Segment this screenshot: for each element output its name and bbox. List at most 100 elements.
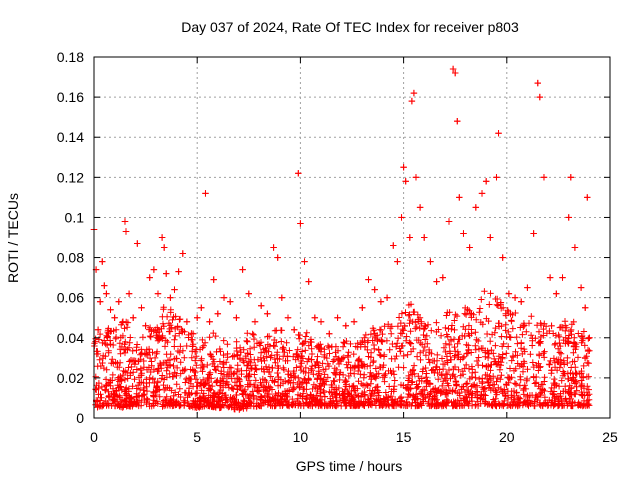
data-point xyxy=(251,318,259,325)
data-point xyxy=(402,178,409,185)
data-point xyxy=(130,314,137,321)
data-point xyxy=(134,240,141,247)
y-tick-label: 0.12 xyxy=(57,169,84,185)
data-point xyxy=(274,254,281,261)
data-point xyxy=(478,190,486,197)
x-tick-label: 20 xyxy=(499,429,515,445)
data-point xyxy=(305,278,312,285)
data-point xyxy=(295,170,302,177)
data-point xyxy=(460,230,467,237)
data-point xyxy=(559,274,566,281)
y-tick-label: 0.1 xyxy=(65,209,85,225)
x-tick-label: 0 xyxy=(90,429,98,445)
data-point xyxy=(377,298,385,305)
data-point xyxy=(416,204,424,211)
data-point xyxy=(553,290,560,297)
data-point xyxy=(163,270,170,277)
data-point xyxy=(571,244,579,251)
data-point xyxy=(154,290,162,297)
data-point xyxy=(493,174,500,181)
data-point xyxy=(371,286,378,293)
data-point xyxy=(412,174,420,181)
data-point xyxy=(103,290,110,297)
x-tick-label: 5 xyxy=(193,429,201,445)
data-point xyxy=(198,304,205,311)
data-point xyxy=(179,250,186,257)
data-point xyxy=(534,79,541,87)
data-point xyxy=(138,304,145,311)
data-point xyxy=(239,266,246,273)
data-point xyxy=(342,322,350,329)
data-point xyxy=(577,284,585,291)
data-point xyxy=(433,278,440,285)
data-point xyxy=(311,314,319,321)
y-tick-label: 0.16 xyxy=(57,89,84,105)
data-point xyxy=(96,298,104,305)
data-point xyxy=(524,284,531,291)
x-tick-label: 15 xyxy=(396,429,412,445)
data-point xyxy=(582,304,589,311)
data-point xyxy=(291,326,298,333)
data-point xyxy=(270,244,277,251)
data-point xyxy=(410,89,418,97)
data-point xyxy=(202,190,209,197)
plot-area-frame xyxy=(93,56,611,419)
data-point xyxy=(505,290,513,297)
data-point xyxy=(210,276,217,283)
data-point xyxy=(487,234,494,241)
data-point xyxy=(406,234,413,241)
data-point xyxy=(326,330,333,337)
y-tick-label: 0.04 xyxy=(57,330,84,346)
data-point xyxy=(158,234,166,241)
data-point xyxy=(439,274,447,281)
x-tick-label: 25 xyxy=(602,429,618,445)
data-point xyxy=(445,218,453,225)
y-tick-label: 0.08 xyxy=(57,250,84,266)
data-point xyxy=(359,304,366,311)
data-point xyxy=(146,274,153,281)
data-point xyxy=(125,290,133,297)
data-point xyxy=(567,174,574,181)
data-point xyxy=(183,318,191,325)
y-tick-label: 0.14 xyxy=(57,129,84,145)
data-point xyxy=(94,326,102,333)
x-axis-label: GPS time / hours xyxy=(296,458,403,474)
data-point xyxy=(427,258,434,265)
data-point xyxy=(278,294,286,301)
data-point xyxy=(350,318,358,325)
data-point xyxy=(334,314,341,321)
data-point xyxy=(111,314,118,321)
data-point xyxy=(449,65,457,73)
data-point xyxy=(400,164,407,171)
data-point xyxy=(398,214,405,221)
y-tick-label: 0.02 xyxy=(57,370,84,386)
chart-title: Day 037 of 2024, Rate Of TEC Index for r… xyxy=(181,19,519,35)
data-point xyxy=(536,93,544,101)
data-point xyxy=(390,242,397,249)
data-point xyxy=(421,234,428,241)
data-point xyxy=(365,276,372,283)
data-point xyxy=(584,194,591,201)
x-tick-label: 10 xyxy=(293,429,309,445)
data-point xyxy=(284,314,292,321)
data-point xyxy=(546,274,554,281)
data-point xyxy=(160,244,168,251)
data-point xyxy=(454,117,461,125)
data-point xyxy=(518,298,525,305)
y-tick-label: 0 xyxy=(76,410,84,426)
data-point xyxy=(233,314,240,321)
data-point xyxy=(565,214,572,221)
y-tick-label: 0.06 xyxy=(57,290,84,306)
data-point xyxy=(408,97,416,105)
data-point xyxy=(214,310,222,317)
data-point xyxy=(586,334,593,341)
data-point xyxy=(189,330,197,337)
data-point xyxy=(99,258,106,265)
axis-ticks: 0 0.02 0.04 0.06 0.08 0.1 0.12 0.14 0.16 0.18 0 5 10… xyxy=(57,49,618,445)
data-point xyxy=(245,290,252,297)
data-point xyxy=(206,318,213,325)
data-point xyxy=(456,194,463,201)
data-point xyxy=(119,318,127,325)
data-point xyxy=(482,178,490,185)
data-point xyxy=(220,294,228,301)
